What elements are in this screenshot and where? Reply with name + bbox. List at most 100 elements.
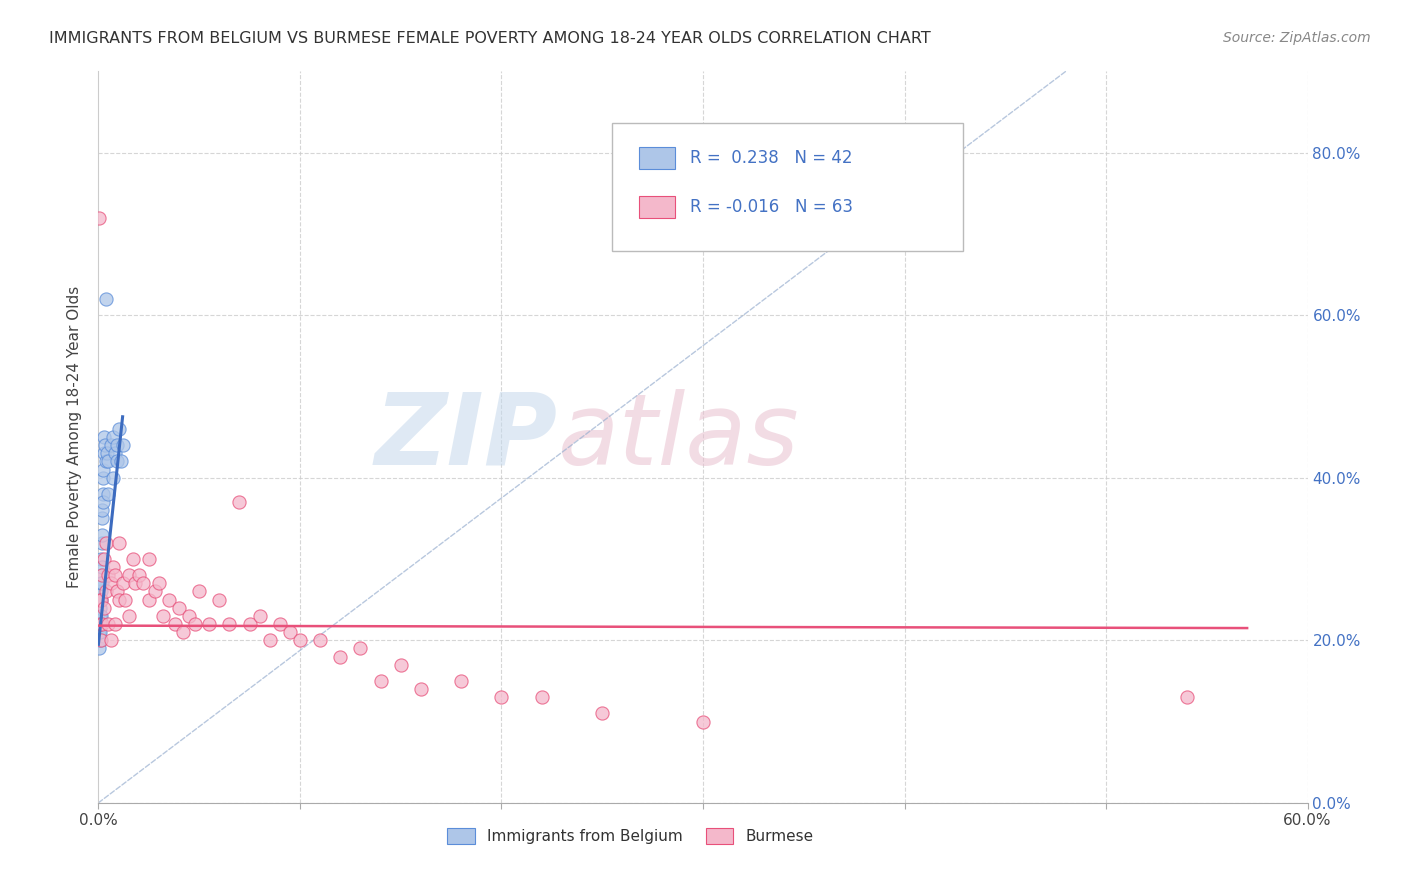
- Point: [89, 617, 111, 632]
- Point: [96, 454, 118, 468]
- Point: [93, 495, 115, 509]
- Text: ZIP: ZIP: [375, 389, 558, 485]
- Point: [89, 625, 111, 640]
- Point: [692, 714, 714, 729]
- Point: [491, 690, 513, 705]
- Point: [278, 625, 301, 640]
- Point: [163, 617, 186, 632]
- Point: [100, 633, 122, 648]
- Point: [167, 600, 190, 615]
- Point: [91, 527, 114, 541]
- Point: [184, 617, 207, 632]
- Point: [107, 422, 129, 436]
- Point: [91, 568, 114, 582]
- Point: [105, 454, 128, 468]
- Point: [94, 438, 117, 452]
- Point: [121, 552, 143, 566]
- Point: [138, 552, 160, 566]
- Point: [218, 617, 240, 632]
- Text: atlas: atlas: [558, 389, 800, 485]
- Point: [96, 292, 118, 306]
- FancyBboxPatch shape: [638, 195, 675, 218]
- Point: [91, 503, 114, 517]
- Point: [179, 608, 201, 623]
- Point: [105, 584, 128, 599]
- Point: [110, 454, 132, 468]
- Point: [349, 641, 371, 656]
- Point: [97, 568, 120, 582]
- Point: [172, 625, 194, 640]
- Point: [249, 608, 271, 623]
- Text: IMMIGRANTS FROM BELGIUM VS BURMESE FEMALE POVERTY AMONG 18-24 YEAR OLDS CORRELAT: IMMIGRANTS FROM BELGIUM VS BURMESE FEMAL…: [49, 31, 931, 46]
- Point: [157, 592, 180, 607]
- Point: [530, 690, 553, 705]
- Point: [89, 641, 111, 656]
- Point: [591, 706, 613, 721]
- Point: [118, 568, 141, 582]
- Point: [97, 487, 120, 501]
- Point: [198, 617, 221, 632]
- Legend: Immigrants from Belgium, Burmese: Immigrants from Belgium, Burmese: [441, 822, 820, 850]
- Point: [89, 608, 111, 623]
- Point: [450, 673, 472, 688]
- Point: [409, 681, 432, 696]
- Point: [89, 592, 111, 607]
- Point: [143, 584, 166, 599]
- Point: [97, 617, 120, 632]
- Point: [114, 592, 136, 607]
- Point: [288, 633, 311, 648]
- Point: [101, 471, 124, 485]
- Point: [91, 576, 114, 591]
- Point: [100, 438, 122, 452]
- Point: [90, 576, 112, 591]
- Point: [228, 495, 250, 509]
- Point: [103, 568, 125, 582]
- Point: [309, 633, 332, 648]
- Point: [389, 657, 412, 672]
- Point: [90, 568, 112, 582]
- Point: [93, 430, 115, 444]
- Point: [90, 552, 112, 566]
- Point: [132, 576, 155, 591]
- Point: [90, 592, 112, 607]
- Point: [103, 617, 125, 632]
- Point: [124, 576, 146, 591]
- Point: [329, 649, 352, 664]
- Point: [118, 608, 141, 623]
- Point: [93, 462, 115, 476]
- Point: [89, 633, 111, 648]
- Point: [111, 576, 134, 591]
- Point: [93, 552, 115, 566]
- Point: [89, 625, 111, 640]
- Point: [97, 454, 120, 468]
- Point: [105, 438, 128, 452]
- Text: Source: ZipAtlas.com: Source: ZipAtlas.com: [1223, 31, 1371, 45]
- Point: [89, 600, 111, 615]
- Point: [152, 608, 174, 623]
- Point: [188, 584, 211, 599]
- Point: [208, 592, 231, 607]
- Y-axis label: Female Poverty Among 18-24 Year Olds: Female Poverty Among 18-24 Year Olds: [67, 286, 83, 588]
- Point: [96, 535, 118, 549]
- Point: [103, 446, 125, 460]
- Point: [1175, 690, 1198, 705]
- Point: [90, 560, 112, 574]
- Point: [90, 608, 112, 623]
- Point: [90, 584, 112, 599]
- Point: [101, 560, 124, 574]
- Point: [128, 568, 150, 582]
- Point: [89, 617, 111, 632]
- Point: [89, 617, 111, 632]
- Point: [90, 592, 112, 607]
- Point: [90, 535, 112, 549]
- Point: [148, 576, 170, 591]
- Text: R = -0.016   N = 63: R = -0.016 N = 63: [690, 198, 852, 216]
- Point: [107, 592, 129, 607]
- Point: [111, 438, 134, 452]
- Point: [239, 617, 262, 632]
- Point: [93, 446, 115, 460]
- Point: [91, 511, 114, 525]
- Point: [90, 633, 112, 648]
- FancyBboxPatch shape: [613, 122, 963, 251]
- Point: [89, 592, 111, 607]
